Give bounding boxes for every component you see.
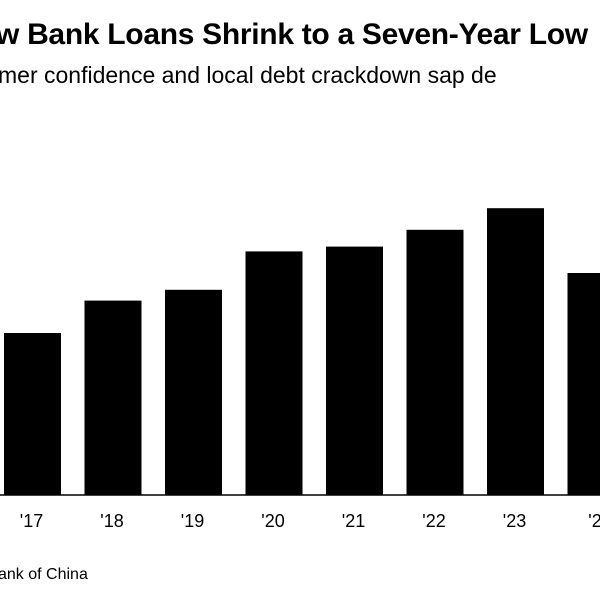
bar-3 [245,251,303,495]
x-tick-label: '22 [422,511,445,531]
bar-5 [406,229,464,496]
bars-group [4,208,600,496]
bar-4 [326,246,383,495]
x-tick-label: '23 [503,511,526,531]
chart-subtitle: mer confidence and local debt crackdown … [0,62,497,88]
x-tick-label: '20 [261,511,284,531]
bar-7 [567,273,600,495]
x-tick-label: '2 [588,511,600,531]
bar-1 [84,300,142,495]
x-tick-label: '19 [181,511,204,531]
bar-6 [487,208,544,495]
x-tick-label: '21 [342,511,365,531]
bar-0 [4,333,61,495]
bar-2 [165,289,222,495]
x-tick-label: '18 [100,511,123,531]
chart-title: w Bank Loans Shrink to a Seven-Year Low [0,18,588,51]
source-note: ank of China [0,566,88,583]
x-tick-label: '17 [20,511,43,531]
x-tick-labels: '17 '18 '19 '20 '21 '22 '23 '2 [20,511,600,531]
